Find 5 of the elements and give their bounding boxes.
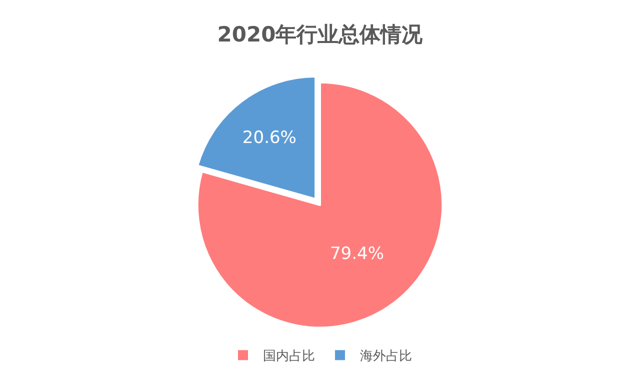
legend-label: 国内占比 [263,349,315,364]
data-label: 20.6% [242,128,296,148]
chart-title: 2020年行业总体情况 [217,22,424,47]
legend-label: 海外占比 [360,349,412,364]
data-label: 79.4% [330,244,384,264]
